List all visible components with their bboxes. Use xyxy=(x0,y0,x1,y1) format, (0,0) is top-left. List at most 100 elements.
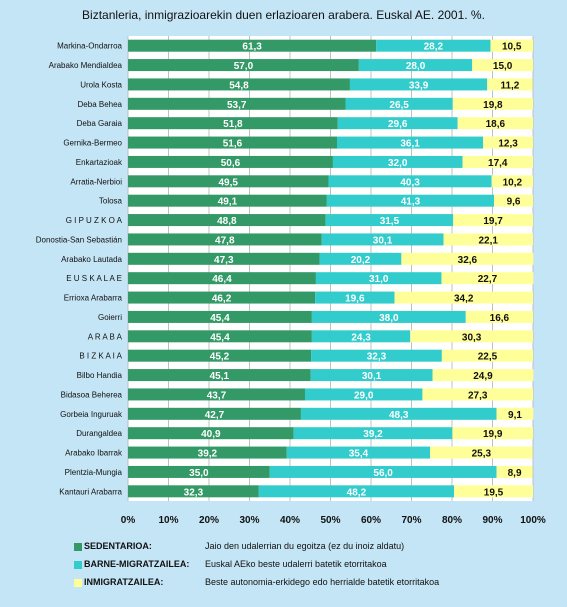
data-label: 31,0 xyxy=(369,274,389,285)
category-label: B I Z K A I A xyxy=(79,352,122,361)
bar-segment xyxy=(258,485,455,498)
bar-segment xyxy=(401,252,534,265)
data-label: 12,3 xyxy=(498,139,518,150)
data-label: 30,1 xyxy=(362,371,382,382)
data-label: 26,5 xyxy=(389,100,409,111)
data-label: 41,3 xyxy=(401,197,421,208)
data-label: 22,7 xyxy=(478,274,498,285)
bar-segment xyxy=(128,465,270,478)
x-tick-label: 10% xyxy=(158,515,178,526)
data-label: 49,5 xyxy=(219,177,239,188)
category-label: A R A B A xyxy=(88,332,123,341)
category-label: Errioxa Arabarra xyxy=(64,294,123,303)
data-label: 45,2 xyxy=(210,352,230,363)
data-label: 27,3 xyxy=(468,390,488,401)
data-label: 24,9 xyxy=(473,371,493,382)
data-label: 46,2 xyxy=(212,294,232,305)
bar-segment xyxy=(321,233,444,246)
bar-segment xyxy=(315,272,442,285)
data-label: 32,0 xyxy=(388,158,408,169)
category-label: Gernika-Bermeo xyxy=(63,139,122,148)
bar-segment xyxy=(491,175,533,188)
bar-segment xyxy=(432,369,534,382)
data-label: 17,4 xyxy=(488,158,508,169)
data-label: 11,2 xyxy=(500,80,519,91)
legend-item: SEDENTARIOA: Jaio den udalerrian du egoit… xyxy=(74,541,554,555)
legend-series-description: Euskal AEko beste udalerri batetik etorr… xyxy=(205,559,387,569)
legend-series-description: Beste autonomia-erkidego edo herrialde b… xyxy=(205,577,440,587)
x-tick-label: 60% xyxy=(361,515,381,526)
data-label: 19,8 xyxy=(483,100,503,111)
bar-segment xyxy=(128,59,359,72)
data-label: 51,8 xyxy=(223,119,243,130)
category-label: Gorbeia Inguruak xyxy=(60,410,123,419)
data-label: 22,5 xyxy=(478,352,498,363)
data-label: 39,2 xyxy=(363,429,383,440)
bar-segment xyxy=(422,388,533,401)
bar-segment xyxy=(304,388,423,401)
bar-segment xyxy=(311,330,411,343)
bar-segment xyxy=(325,214,454,227)
data-label: 40,3 xyxy=(400,177,420,188)
legend-swatch xyxy=(74,579,82,587)
bar-segment xyxy=(128,155,333,168)
bar-segment xyxy=(326,194,495,207)
bar-segment xyxy=(286,446,431,459)
bar-segment xyxy=(310,369,433,382)
bar-segment xyxy=(128,214,326,227)
bar-segment xyxy=(345,97,453,110)
bar-segment xyxy=(337,117,458,130)
bar-segment xyxy=(128,194,327,207)
bar-segment xyxy=(441,272,534,285)
category-label: Markina-Ondarroa xyxy=(57,42,122,51)
bar-segment xyxy=(494,194,533,207)
legend-swatch xyxy=(74,561,82,569)
data-label: 22,1 xyxy=(479,235,499,246)
data-label: 9,6 xyxy=(507,197,521,208)
bar-segment xyxy=(128,136,337,149)
bar-segment xyxy=(349,78,488,91)
category-label: Durangaldea xyxy=(76,429,122,438)
data-label: 47,8 xyxy=(215,235,235,246)
bar-segment xyxy=(358,59,473,72)
data-label: 32,6 xyxy=(458,255,478,266)
data-label: 33,9 xyxy=(409,80,429,91)
bar-segment xyxy=(336,136,484,149)
data-label: 10,2 xyxy=(503,177,523,188)
legend-item: INMIGRATZAILEA: Beste autonomia-erkidego … xyxy=(74,577,554,591)
bar-segment xyxy=(128,117,338,130)
data-label: 19,5 xyxy=(484,487,504,498)
category-label: Deba Behea xyxy=(78,100,123,109)
bar-segment xyxy=(128,485,259,498)
category-label: Enkartazioak xyxy=(76,158,123,167)
bar-segment xyxy=(496,407,534,420)
category-label: Arabako Lautada xyxy=(61,255,122,264)
bar-segment xyxy=(465,310,533,323)
bar-segment xyxy=(487,78,533,91)
bar-segment xyxy=(457,117,533,130)
bar-segment xyxy=(441,349,533,362)
bar-segment xyxy=(128,388,305,401)
category-label: Urola Kosta xyxy=(80,80,122,89)
data-label: 45,1 xyxy=(210,371,230,382)
bar-segment xyxy=(328,175,492,188)
x-tick-label: 90% xyxy=(482,515,502,526)
data-label: 48,3 xyxy=(389,410,409,421)
data-label: 46,4 xyxy=(212,274,232,285)
data-label: 19,9 xyxy=(483,429,503,440)
data-label: 35,0 xyxy=(189,468,209,479)
data-label: 32,3 xyxy=(367,352,387,363)
category-label: Donostia-San Sebastián xyxy=(36,235,122,244)
bar-segment xyxy=(128,330,312,343)
data-label: 50,6 xyxy=(221,158,241,169)
data-label: 16,6 xyxy=(490,313,510,324)
bar-segment xyxy=(293,427,453,440)
data-label: 28,0 xyxy=(406,61,426,72)
data-label: 18,6 xyxy=(486,119,506,130)
bar-segment xyxy=(453,214,533,227)
x-tick-label: 70% xyxy=(401,515,421,526)
legend-series-name: BARNE-MIGRATZAILEA: xyxy=(84,559,190,569)
legend-series-name: SEDENTARIOA: xyxy=(84,541,152,551)
data-label: 45,4 xyxy=(210,332,230,343)
